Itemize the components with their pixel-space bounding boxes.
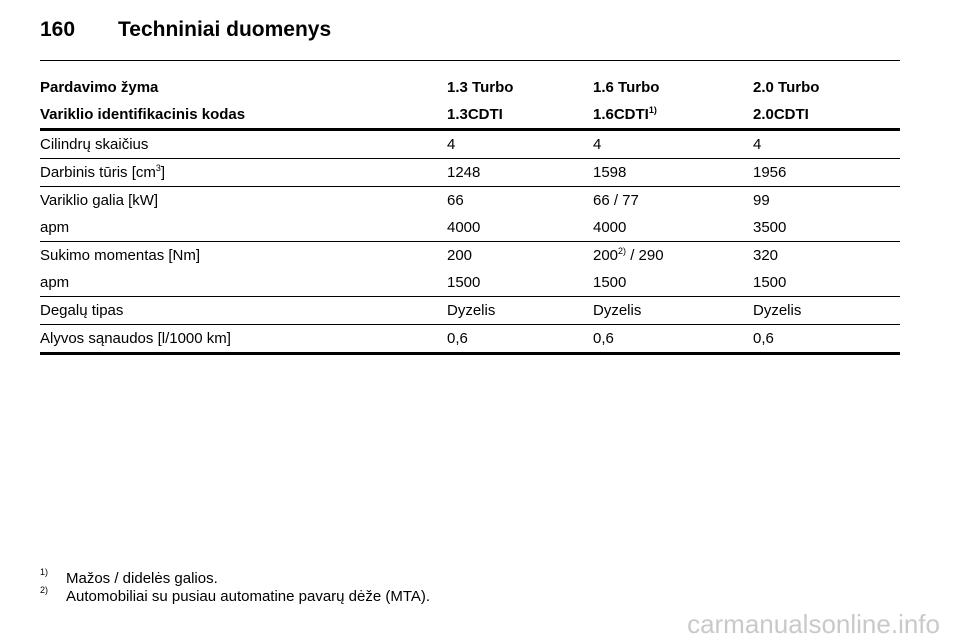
table-cell: 66 <box>447 192 464 209</box>
table-cell: apm <box>40 219 70 236</box>
table-cell: 1500 <box>753 274 787 291</box>
header-block: Pardavimo žyma 1.3 Turbo 1.6 Turbo 2.0 Turb… <box>40 74 900 131</box>
table-cell: 1248 <box>447 164 481 181</box>
table-cell: 1.6CDTI1) <box>593 101 657 128</box>
table-cell: Cilindrų skaičius <box>40 136 149 153</box>
table-cell: 320 <box>753 247 779 264</box>
header-rule <box>40 60 900 61</box>
table-cell: Dyzelis <box>447 302 496 319</box>
table-row: Cilindrų skaičius 4 4 4 <box>40 131 900 158</box>
table-cell: 1956 <box>753 164 787 181</box>
watermark: carmanualsonline.info <box>687 609 940 639</box>
page-number: 160 <box>40 18 76 41</box>
row-group: Sukimo momentas [Nm] 200 2002) / 290 320 apm… <box>40 242 900 297</box>
row-group: Alyvos sąnaudos [l/1000 km] 0,6 0,6 0,6 <box>40 325 900 355</box>
cell-text: Darbinis tūris [cm <box>40 164 156 181</box>
table-cell: Dyzelis <box>593 302 642 319</box>
header: 160 Techniniai duomenys <box>40 18 331 42</box>
table-cell: 2002) / 290 <box>593 242 664 269</box>
superscript: 3 <box>155 163 161 173</box>
table-cell: Pardavimo žyma <box>40 79 159 96</box>
row-group: Degalų tipas Dyzelis Dyzelis Dyzelis <box>40 297 900 325</box>
table-cell: 99 <box>753 192 770 209</box>
table-cell: Variklio galia [kW] <box>40 192 159 209</box>
cell-text: 200 <box>593 247 619 264</box>
row-group: Variklio galia [kW] 66 66 / 77 99 apm 4000 400… <box>40 187 900 242</box>
table-cell: 2.0 Turbo <box>753 79 820 96</box>
superscript: 2) <box>618 246 627 256</box>
table-cell: Alyvos sąnaudos [l/1000 km] <box>40 330 231 347</box>
table-row: Sukimo momentas [Nm] 200 2002) / 290 320 <box>40 242 900 269</box>
footnote-text: Automobiliai su pusiau automatine pavarų… <box>66 588 431 605</box>
table-cell: 2.0CDTI <box>753 106 809 123</box>
table-cell: apm <box>40 274 70 291</box>
table-cell: Variklio identifikacinis kodas <box>40 106 246 123</box>
table-cell: 4000 <box>447 219 481 236</box>
table-cell: 200 <box>447 247 473 264</box>
table-cell: 4000 <box>593 219 627 236</box>
superscript: 1) <box>648 105 657 115</box>
table-cell: 1500 <box>593 274 627 291</box>
header-row: Pardavimo žyma 1.3 Turbo 1.6 Turbo 2.0 Turb… <box>40 74 900 101</box>
table-cell: 0,6 <box>447 330 468 347</box>
spec-table: Pardavimo žyma 1.3 Turbo 1.6 Turbo 2.0 Turb… <box>40 74 900 355</box>
row-group: Cilindrų skaičius 4 4 4 <box>40 131 900 159</box>
cell-text: ] <box>160 164 166 181</box>
row-group: Darbinis tūris [cm3] 1248 1598 1956 <box>40 159 900 187</box>
table-cell: 0,6 <box>753 330 774 347</box>
table-cell: 3500 <box>753 219 787 236</box>
table-cell: Darbinis tūris [cm3] <box>40 159 165 186</box>
table-cell: Dyzelis <box>753 302 802 319</box>
table-cell: 66 / 77 <box>593 192 639 209</box>
table-cell: 1598 <box>593 164 627 181</box>
table-row: Darbinis tūris [cm3] 1248 1598 1956 <box>40 159 900 186</box>
footnote-text: Mažos / didelės galios. <box>66 570 218 587</box>
table-row: apm 4000 4000 3500 <box>40 214 900 241</box>
table-cell: 1500 <box>447 274 481 291</box>
table-row: Degalų tipas Dyzelis Dyzelis Dyzelis <box>40 297 900 324</box>
table-row: apm 1500 1500 1500 <box>40 269 900 296</box>
table-row: Alyvos sąnaudos [l/1000 km] 0,6 0,6 0,6 <box>40 325 900 352</box>
table-cell: 4 <box>753 136 762 153</box>
header-row: Variklio identifikacinis kodas 1.3CDTI 1.6… <box>40 101 900 128</box>
table-cell: 1.6 Turbo <box>593 79 660 96</box>
page-title: Techniniai duomenys <box>118 18 332 41</box>
cell-text: 1.6CDTI <box>593 106 649 123</box>
cell-text: / 290 <box>626 247 664 264</box>
table-row: Variklio galia [kW] 66 66 / 77 99 <box>40 187 900 214</box>
table-cell: 1.3 Turbo <box>447 79 514 96</box>
table-cell: Degalų tipas <box>40 302 124 319</box>
table-cell: 4 <box>593 136 602 153</box>
table-cell: 1.3CDTI <box>447 106 503 123</box>
table-cell: 4 <box>447 136 456 153</box>
table-cell: Sukimo momentas [Nm] <box>40 247 201 264</box>
table-cell: 0,6 <box>593 330 614 347</box>
